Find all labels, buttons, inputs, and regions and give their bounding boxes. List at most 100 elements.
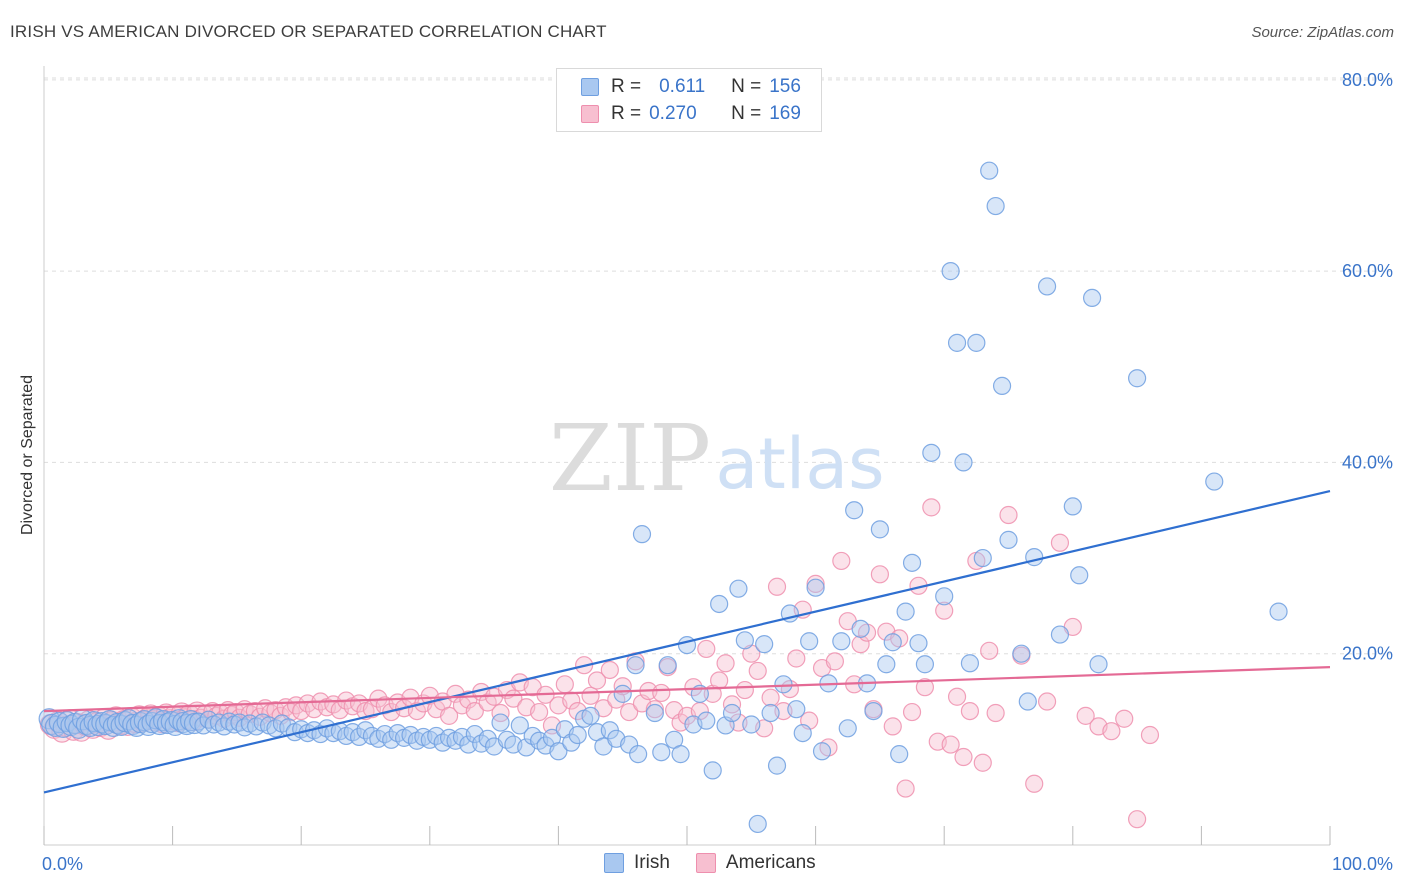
americans-point	[1025, 774, 1044, 793]
chart-title: IRISH VS AMERICAN DIVORCED OR SEPARATED …	[10, 22, 607, 41]
y-tick-label: 80.0%	[1342, 70, 1393, 90]
americans-point	[530, 702, 549, 722]
irish-point	[1127, 369, 1147, 388]
americans-point	[1127, 810, 1147, 829]
irish-point	[172, 711, 194, 734]
americans-point	[1050, 533, 1070, 552]
irish-point	[922, 443, 941, 462]
americans-point	[883, 717, 902, 736]
legend-row-americans: R = 0.270 N = 169	[581, 103, 801, 125]
americans-swatch	[581, 105, 599, 123]
irish-point	[986, 196, 1005, 216]
americans-point	[941, 735, 960, 754]
irish-point	[838, 719, 857, 738]
americans-point	[999, 505, 1018, 525]
americans-point	[439, 706, 459, 725]
americans-point	[902, 702, 922, 722]
irish-point	[156, 712, 179, 735]
irish-point	[1089, 655, 1108, 674]
irish-point	[459, 735, 478, 754]
irish-point	[902, 553, 922, 572]
americans-point	[710, 671, 729, 690]
irish-point	[1012, 644, 1031, 663]
y-tick-label: 40.0%	[1342, 452, 1393, 472]
watermark-atlas: atlas	[715, 423, 884, 505]
watermark-zip: ZIP	[549, 405, 711, 512]
irish-point	[800, 632, 819, 651]
irish-point	[697, 711, 716, 730]
americans-point	[986, 703, 1005, 723]
americans-swatch	[695, 853, 716, 873]
americans-point	[767, 577, 787, 596]
americans-point	[465, 701, 484, 721]
irish-point	[510, 716, 529, 735]
americans-point	[947, 687, 967, 706]
legend-item-americans[interactable]: Americans	[695, 852, 816, 874]
irish-point	[767, 756, 787, 775]
irish-point	[735, 631, 754, 650]
americans-point	[491, 703, 510, 723]
legend-r-label: R =	[611, 76, 642, 97]
irish-point	[1050, 625, 1070, 644]
irish-point	[1070, 566, 1089, 585]
irish-point	[349, 727, 369, 747]
irish-point	[755, 635, 774, 654]
americans-point	[716, 654, 735, 673]
trend-lines	[43, 490, 1331, 794]
irish-point	[967, 333, 986, 352]
legend-item-irish[interactable]: Irish	[604, 852, 670, 874]
irish-point	[632, 525, 652, 544]
americans-point	[915, 678, 935, 697]
source-label: Source: ZipAtlas.com	[1251, 24, 1394, 41]
watermark: ZIP atlas	[549, 405, 885, 512]
americans-point	[587, 671, 607, 690]
americans-point	[286, 696, 306, 715]
americans-point	[954, 747, 973, 767]
irish-point	[491, 713, 510, 732]
irish-point	[883, 633, 902, 652]
irish-point	[992, 376, 1012, 395]
irish-point	[671, 745, 690, 764]
legend-irish-n: 156	[769, 76, 801, 97]
americans-point	[973, 753, 992, 772]
stats-legend: R = 0.611 N = 156 R = 0.270 N = 169	[556, 68, 822, 132]
irish-point	[1025, 548, 1044, 567]
americans-point	[1076, 706, 1095, 725]
legend-n-label: N =	[731, 76, 762, 97]
legend-row-irish: R = 0.611 N = 156	[581, 76, 801, 98]
irish-point	[1269, 602, 1288, 621]
americans-point	[600, 660, 619, 680]
irish-point	[160, 711, 182, 733]
irish-point	[761, 703, 780, 723]
americans-point	[645, 700, 664, 719]
legend-americans-n: 169	[769, 103, 801, 124]
americans-point	[1115, 709, 1134, 728]
irish-point	[145, 708, 167, 730]
irish-swatch	[581, 78, 599, 96]
americans-point	[851, 635, 870, 654]
grid-lines	[44, 77, 1392, 655]
irish-point	[980, 161, 999, 180]
irish-point	[941, 262, 960, 281]
irish-point	[864, 701, 883, 721]
americans-point	[832, 551, 851, 571]
irish-point	[1037, 277, 1057, 296]
americans-point	[1140, 725, 1160, 745]
x-tick-label: 0.0%	[42, 854, 83, 874]
legend-r-label: R =	[611, 103, 642, 124]
americans-point	[652, 683, 671, 703]
irish-point	[999, 530, 1018, 549]
irish-point	[1063, 497, 1082, 516]
americans-point	[806, 574, 825, 593]
irish-point	[613, 684, 632, 703]
legend-americans-r: 0.270	[649, 103, 697, 124]
irish-point	[645, 703, 664, 723]
irish-point	[703, 761, 722, 780]
irish-point	[909, 634, 928, 653]
irish-point	[1018, 692, 1037, 711]
irish-point	[652, 743, 671, 762]
irish-point	[870, 520, 890, 539]
irish-point	[710, 594, 729, 614]
irish-point	[851, 619, 870, 638]
